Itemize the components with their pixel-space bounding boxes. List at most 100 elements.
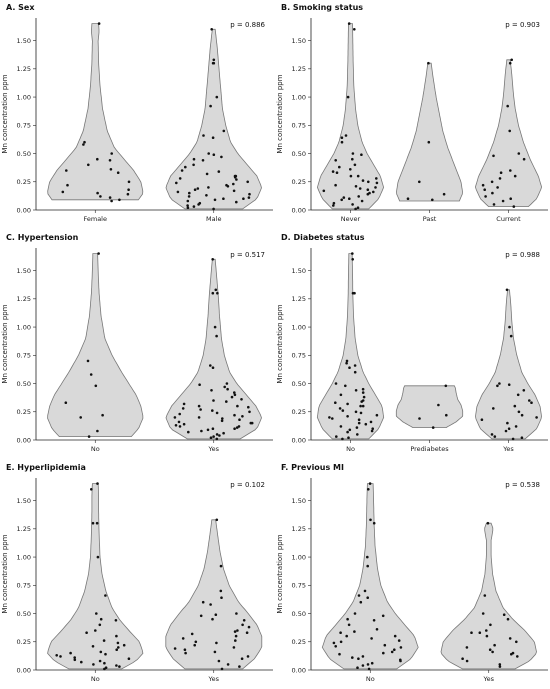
data-point [232, 182, 235, 186]
data-point [341, 437, 344, 441]
y-tick-label: 0.50 [292, 610, 306, 618]
data-point [359, 404, 362, 408]
y-tick-label: 1.00 [292, 553, 306, 561]
data-point [197, 416, 201, 419]
data-point [341, 409, 345, 412]
data-point [522, 389, 526, 392]
data-point [338, 407, 342, 410]
data-point [360, 199, 364, 203]
y-tick-label: 0.75 [17, 352, 31, 360]
data-point [192, 157, 196, 161]
data-point [108, 159, 112, 162]
data-point [210, 389, 213, 392]
data-point [222, 129, 226, 133]
data-point [102, 639, 106, 642]
data-point [178, 177, 182, 180]
data-point [201, 159, 205, 162]
data-point [381, 614, 385, 618]
data-point [489, 623, 492, 627]
data-point [82, 143, 85, 146]
data-point [361, 391, 365, 394]
data-point [508, 637, 512, 640]
data-point [393, 648, 396, 651]
data-point [492, 203, 496, 206]
data-point [347, 22, 351, 25]
panel-title: F. Previous MI [281, 463, 344, 472]
data-point [490, 433, 494, 436]
data-point [339, 631, 342, 634]
y-tick-label: 1.50 [292, 37, 306, 45]
data-point [205, 172, 209, 176]
data-point [361, 655, 365, 658]
data-point [200, 429, 203, 433]
data-point [246, 655, 250, 658]
data-point [215, 334, 218, 338]
data-point [359, 600, 363, 604]
violin-past [396, 62, 463, 202]
y-tick-label: 0.75 [292, 122, 306, 130]
panel-1: A. Sex 0.00 0.25 0.50 0.75 1.00 1.25 1.50 Mn con… [1, 3, 273, 223]
data-point [66, 183, 69, 187]
data-point [514, 425, 518, 428]
data-point [470, 631, 473, 634]
data-point [370, 429, 374, 433]
data-point [233, 391, 236, 394]
y-tick-label: 0.75 [17, 582, 31, 590]
data-point [103, 661, 106, 665]
data-point [118, 198, 121, 202]
data-point [91, 521, 95, 525]
data-point [234, 639, 237, 642]
data-point [186, 206, 190, 209]
y-axis-label: Mn concentration ppm [276, 304, 284, 383]
data-point [90, 488, 93, 491]
data-point [188, 191, 191, 195]
data-point [478, 631, 482, 634]
data-point [209, 104, 212, 108]
data-point [194, 640, 198, 644]
data-point [360, 400, 364, 403]
y-tick-label: 0.50 [17, 380, 31, 388]
x-tick-label: Male [206, 215, 221, 223]
p-value-label: p = 0.102 [230, 481, 265, 489]
data-point [184, 165, 187, 169]
data-point [431, 426, 435, 429]
data-point [206, 428, 210, 432]
data-point [235, 426, 239, 429]
data-point [234, 634, 238, 638]
data-point [368, 482, 372, 485]
data-point [361, 664, 365, 667]
x-tick-label: Female [83, 215, 107, 223]
y-tick-label: 1.00 [17, 323, 31, 331]
data-point [217, 170, 221, 173]
data-point [198, 383, 201, 387]
data-point [190, 632, 194, 636]
data-point [370, 637, 373, 640]
data-point [236, 629, 239, 632]
data-point [355, 426, 359, 429]
data-point [69, 651, 72, 655]
data-point [353, 630, 356, 633]
data-point [233, 413, 236, 417]
data-point [348, 366, 351, 370]
data-point [369, 518, 372, 522]
violin-prediabetes [395, 385, 464, 428]
data-point [91, 645, 95, 648]
data-point [516, 655, 519, 658]
x-tick-label: No [91, 675, 100, 683]
data-point [97, 252, 100, 255]
x-tick-label: Never [341, 215, 361, 223]
data-point [101, 413, 104, 417]
data-point [374, 186, 377, 189]
data-point [516, 393, 520, 397]
data-point [199, 614, 203, 618]
data-point [212, 58, 216, 62]
data-point [364, 422, 368, 426]
data-point [242, 197, 245, 200]
data-point [339, 640, 343, 644]
panel-title: B. Smoking status [281, 3, 363, 12]
data-point [491, 650, 494, 654]
data-point [64, 401, 68, 405]
data-point [104, 594, 107, 597]
data-point [109, 168, 113, 171]
